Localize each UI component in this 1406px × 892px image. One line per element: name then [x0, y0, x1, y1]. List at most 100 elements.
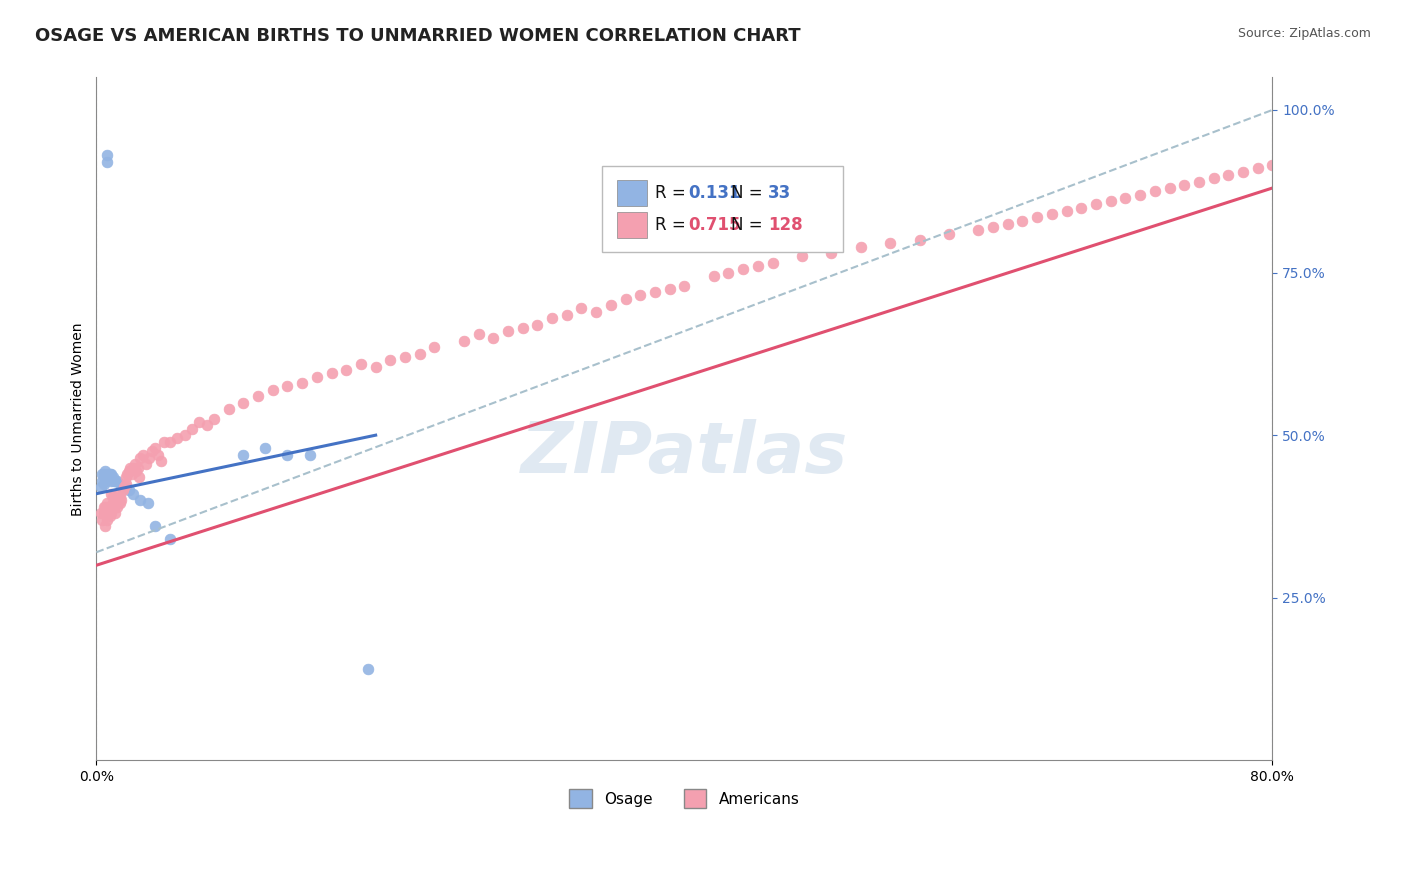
Point — [129, 493, 152, 508]
Point — [90, 480, 112, 494]
Point — [110, 493, 132, 508]
Point — [1334, 142, 1357, 156]
Point — [981, 220, 1004, 235]
Point — [247, 389, 270, 403]
FancyBboxPatch shape — [602, 166, 844, 252]
Point — [94, 519, 117, 533]
Point — [118, 483, 141, 498]
Text: 128: 128 — [768, 216, 803, 234]
Point — [93, 467, 115, 482]
Point — [94, 464, 117, 478]
Text: N =: N = — [731, 216, 768, 234]
Y-axis label: Births to Unmarried Women: Births to Unmarried Women — [72, 322, 86, 516]
Point — [94, 474, 117, 488]
Point — [98, 467, 121, 482]
Point — [104, 474, 127, 488]
Point — [1305, 148, 1327, 162]
Point — [628, 288, 651, 302]
Point — [173, 428, 195, 442]
Point — [644, 285, 666, 299]
FancyBboxPatch shape — [617, 212, 647, 238]
Point — [153, 434, 176, 449]
Point — [703, 268, 725, 283]
Point — [97, 467, 120, 482]
Point — [761, 256, 783, 270]
Point — [1026, 211, 1049, 225]
Point — [180, 422, 202, 436]
Point — [108, 490, 131, 504]
Point — [276, 379, 298, 393]
Point — [93, 506, 115, 520]
Point — [195, 418, 218, 433]
Point — [104, 506, 127, 520]
Point — [103, 474, 125, 488]
Point — [1202, 171, 1225, 186]
Point — [555, 308, 578, 322]
Point — [276, 448, 298, 462]
Point — [394, 350, 416, 364]
Point — [103, 500, 125, 514]
Point — [335, 363, 357, 377]
Point — [409, 347, 432, 361]
Point — [132, 448, 155, 462]
Point — [1320, 145, 1343, 160]
Point — [1275, 155, 1298, 169]
Point — [141, 444, 163, 458]
Point — [1350, 181, 1372, 195]
Point — [585, 304, 607, 318]
Point — [453, 334, 475, 348]
Point — [717, 266, 740, 280]
Point — [111, 480, 134, 494]
Point — [908, 233, 931, 247]
Point — [357, 662, 380, 676]
Text: 33: 33 — [768, 184, 792, 202]
Point — [614, 292, 637, 306]
Point — [1040, 207, 1063, 221]
Point — [496, 324, 519, 338]
Point — [105, 474, 128, 488]
FancyBboxPatch shape — [617, 180, 647, 206]
Point — [143, 519, 166, 533]
Point — [1056, 203, 1078, 218]
Point — [90, 506, 112, 520]
Point — [938, 227, 960, 241]
Point — [98, 509, 121, 524]
Point — [114, 477, 136, 491]
Point — [1159, 181, 1181, 195]
Point — [364, 359, 387, 374]
Point — [94, 500, 117, 514]
Point — [135, 458, 157, 472]
Point — [298, 448, 321, 462]
Point — [1173, 178, 1195, 192]
Point — [1114, 191, 1136, 205]
Point — [91, 513, 114, 527]
Point — [482, 330, 505, 344]
Point — [129, 450, 152, 465]
Point — [967, 223, 990, 237]
Point — [111, 483, 134, 498]
Point — [125, 464, 148, 478]
Point — [1379, 493, 1402, 508]
Point — [790, 249, 813, 263]
Point — [1232, 165, 1254, 179]
Point — [1143, 184, 1166, 198]
Point — [254, 441, 277, 455]
Point — [541, 311, 564, 326]
Legend: Osage, Americans: Osage, Americans — [564, 783, 806, 814]
Point — [997, 217, 1019, 231]
Point — [96, 155, 118, 169]
Text: Source: ZipAtlas.com: Source: ZipAtlas.com — [1237, 27, 1371, 40]
Point — [101, 470, 124, 484]
Point — [118, 464, 141, 478]
Text: 0.715: 0.715 — [688, 216, 741, 234]
Point — [188, 415, 211, 429]
Point — [114, 480, 136, 494]
Point — [105, 500, 128, 514]
Point — [91, 474, 114, 488]
Point — [599, 298, 621, 312]
Point — [100, 506, 122, 520]
Point — [107, 486, 129, 500]
Point — [100, 474, 122, 488]
Point — [97, 500, 120, 514]
Point — [232, 395, 254, 409]
